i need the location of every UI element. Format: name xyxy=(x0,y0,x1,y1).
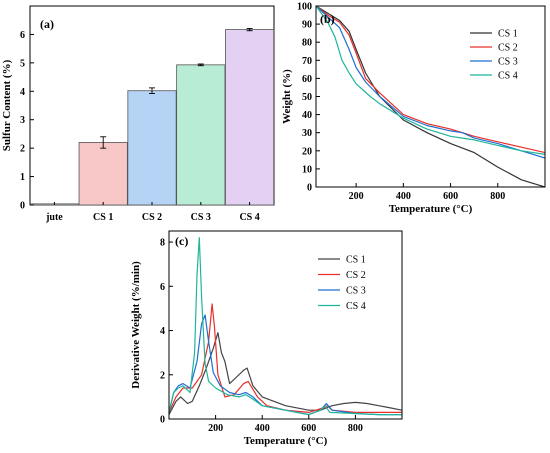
panel-label: (b) xyxy=(320,12,335,26)
y-tick-label: 10 xyxy=(302,164,312,175)
y-tick-label: 70 xyxy=(302,56,312,67)
x-tick-label: CS 3 xyxy=(191,212,211,223)
y-tick-label: 80 xyxy=(302,38,312,49)
legend-label: CS 4 xyxy=(498,71,518,82)
y-tick-label: 20 xyxy=(302,146,312,157)
x-tick-label: 600 xyxy=(443,191,458,202)
y-tick-label: 3 xyxy=(20,115,25,126)
y-tick-label: 8 xyxy=(160,238,165,249)
legend-label: CS 4 xyxy=(346,301,366,312)
y-tick-label: 2 xyxy=(160,370,165,381)
y-tick-label: 0 xyxy=(160,415,165,426)
y-tick-label: 50 xyxy=(302,92,312,103)
y-tick-label: 6 xyxy=(20,30,25,41)
y-tick-label: 4 xyxy=(20,87,25,98)
y-tick-label: 1 xyxy=(20,172,25,183)
bar-cs4 xyxy=(225,29,275,206)
y-tick-label: 6 xyxy=(160,282,165,293)
legend-label: CS 3 xyxy=(346,286,366,297)
x-tick-label: CS 2 xyxy=(142,212,162,223)
panel-a: jute CS 1 CS 2 CS 3 CS 4 0 1 2 3 4 5 6 Sulfur Conten… xyxy=(1,5,275,223)
y-tick-label: 60 xyxy=(302,74,312,85)
x-tick-label: 400 xyxy=(396,191,411,202)
y-axis-label: Weight (%) xyxy=(281,69,293,124)
x-tick-label: 800 xyxy=(490,191,505,202)
series-line-cs2 xyxy=(169,303,402,413)
panel-label: (c) xyxy=(175,234,188,248)
x-axis-label: Temperature (°C) xyxy=(389,203,473,215)
plot-frame xyxy=(168,230,403,420)
x-tick-label: 200 xyxy=(349,191,364,202)
series-line-cs3 xyxy=(169,314,402,416)
series-line-cs4 xyxy=(316,6,545,155)
y-tick-label: 0 xyxy=(20,201,25,212)
legend-label: CS 2 xyxy=(498,43,518,54)
panel-c: 200 400 600 800 0 2 4 6 8 Temperature (°C) Derivat… xyxy=(130,230,403,447)
y-tick-label: 0 xyxy=(307,183,312,194)
y-tick-label: 100 xyxy=(297,2,312,13)
series-line-cs1 xyxy=(169,332,402,415)
panel-label: (a) xyxy=(40,17,54,31)
x-tick-label: 200 xyxy=(208,423,223,434)
legend-label: CS 3 xyxy=(498,57,518,68)
x-axis-label: Temperature (°C) xyxy=(244,435,328,447)
bar-cs2 xyxy=(127,90,177,206)
series-line-cs3 xyxy=(316,6,545,159)
series-line-cs2 xyxy=(316,6,545,154)
bar-cs3 xyxy=(176,64,226,206)
y-tick-label: 4 xyxy=(160,326,165,337)
x-tick-label: 600 xyxy=(301,423,316,434)
y-tick-label: 90 xyxy=(302,20,312,31)
legend-label: CS 1 xyxy=(498,29,518,40)
y-tick-label: 30 xyxy=(302,128,312,139)
y-tick-label: 2 xyxy=(20,144,25,155)
x-tick-label: jute xyxy=(45,212,63,223)
series-line-cs1 xyxy=(316,6,545,187)
x-tick-label: CS 1 xyxy=(93,212,113,223)
x-tick-label: 800 xyxy=(348,423,363,434)
series-line-cs4 xyxy=(169,237,402,416)
y-axis-label: Sulfur Content (%) xyxy=(1,59,13,151)
y-axis-label: Derivative Weight (%/min) xyxy=(130,261,142,389)
x-tick-label: 400 xyxy=(255,423,270,434)
panel-b: 200 400 600 800 0 10 20 30 40 50 60 70 80 90 100 Temper… xyxy=(281,2,546,215)
y-tick-label: 5 xyxy=(20,58,25,69)
legend-label: CS 2 xyxy=(346,270,366,281)
y-tick-label: 40 xyxy=(302,110,312,121)
legend-label: CS 1 xyxy=(346,255,366,266)
bar-cs1 xyxy=(78,142,128,206)
x-tick-label: CS 4 xyxy=(239,212,259,223)
